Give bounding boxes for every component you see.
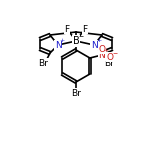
Text: B: B [73,36,79,46]
Text: −: − [112,50,117,55]
Text: −: − [78,33,84,38]
Text: F: F [64,24,70,33]
Text: N: N [55,40,61,50]
Text: Br: Br [104,59,114,67]
Text: F: F [82,24,88,33]
Text: N: N [98,52,105,60]
Text: +: + [96,38,102,43]
Text: O: O [106,52,113,62]
Text: Br: Br [38,59,48,67]
Text: Br: Br [71,88,81,97]
Text: +: + [59,38,65,43]
Text: +: + [103,48,109,54]
Text: O: O [98,45,105,54]
Text: N: N [91,40,97,50]
